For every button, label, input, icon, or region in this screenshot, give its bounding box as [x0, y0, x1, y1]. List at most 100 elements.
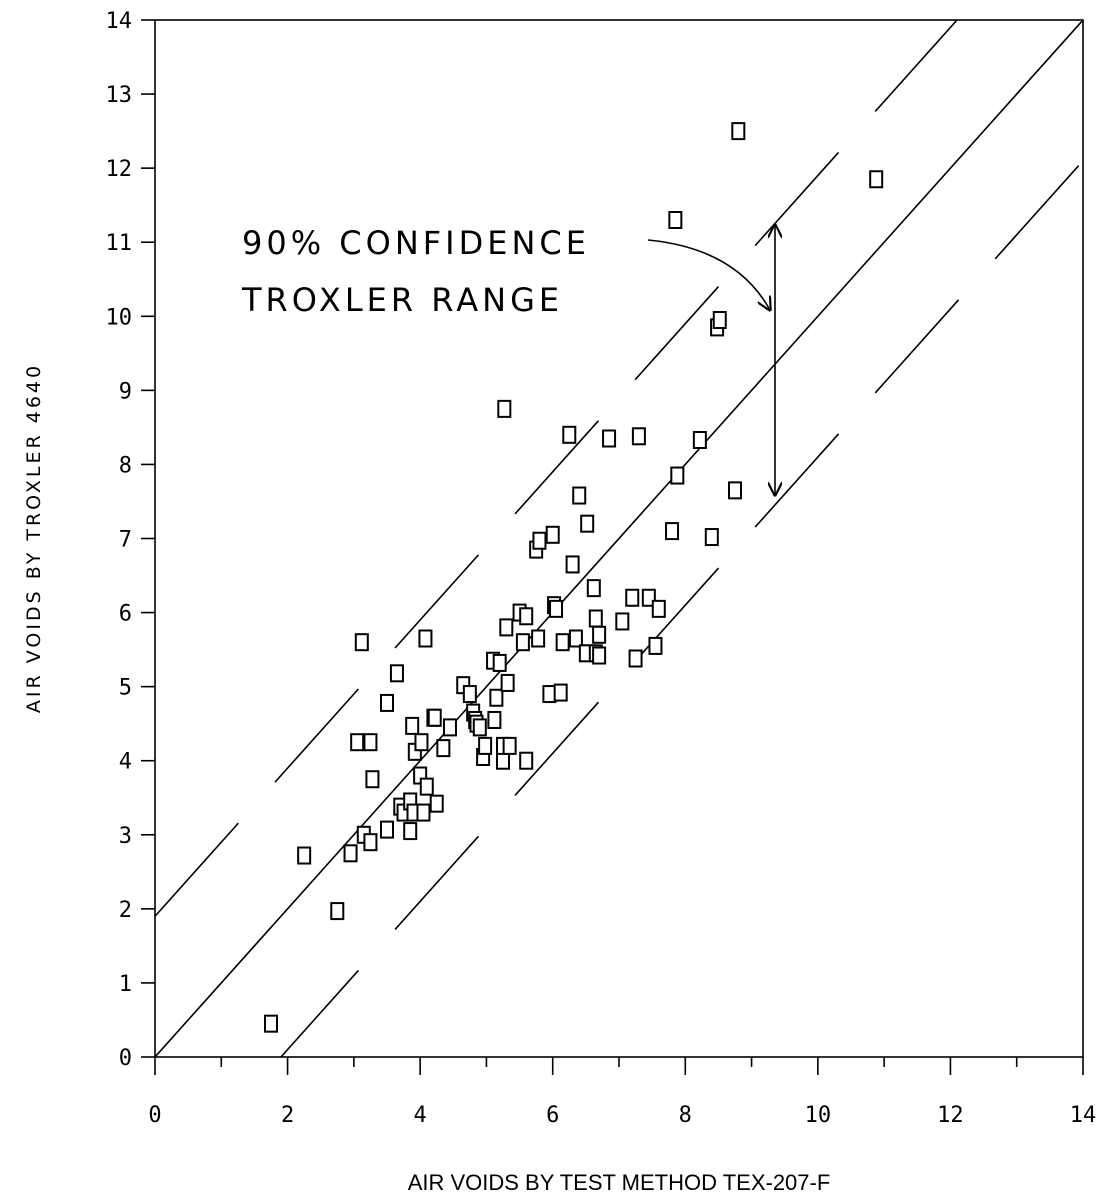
data-point [592, 625, 607, 644]
data-point [555, 633, 570, 652]
y-tick-label: 2 [119, 898, 132, 923]
data-point [416, 803, 431, 822]
y-tick-label: 3 [119, 824, 132, 849]
data-point [588, 609, 603, 628]
data-point [728, 481, 742, 500]
data-point [492, 653, 507, 672]
x-tick-label: 12 [937, 1103, 964, 1128]
x-tick-label: 10 [805, 1103, 832, 1128]
data-point [264, 1014, 278, 1033]
data-point [462, 685, 477, 704]
annotation-pointer-arrow [647, 239, 770, 310]
y-tick-label: 9 [119, 379, 132, 404]
reference-lines [155, 20, 1083, 1057]
data-point [487, 710, 502, 729]
data-point [553, 683, 568, 702]
x-tick-label: 4 [414, 1103, 427, 1128]
y-tick-label: 4 [119, 750, 132, 775]
x-tick-label: 0 [148, 1103, 161, 1128]
x-tick-label: 8 [679, 1103, 692, 1128]
axis-ticks [141, 19, 1084, 1075]
data-point [330, 902, 345, 921]
data-point [651, 599, 666, 618]
data-point [532, 531, 547, 550]
y-axis-title: AIR VOIDS BY TROXLER 4640 [23, 363, 45, 713]
data-point [354, 633, 369, 652]
data-point [545, 525, 560, 544]
y-tick-label: 0 [119, 1046, 132, 1071]
data-point [704, 528, 719, 547]
data-point [414, 733, 429, 752]
data-point [497, 399, 512, 418]
data-point [670, 466, 685, 485]
annotation-line-1: 90% CONFIDENCE [242, 224, 590, 262]
data-point [436, 739, 451, 758]
data-point [363, 733, 378, 752]
y-tick-label: 13 [106, 83, 133, 108]
y-tick-label: 11 [106, 231, 133, 256]
y-tick-label: 10 [106, 305, 133, 330]
y-tick-label: 12 [106, 157, 133, 182]
data-point [478, 736, 493, 755]
y-tick-label: 14 [106, 9, 133, 34]
data-point [580, 514, 595, 533]
data-point [389, 664, 404, 683]
data-point [615, 612, 630, 631]
y-tick-label: 1 [119, 972, 132, 997]
data-point [499, 618, 514, 637]
data-point [405, 716, 420, 735]
data-point [665, 522, 680, 541]
data-point [343, 844, 358, 863]
data-point [500, 673, 515, 692]
y-tick-label: 8 [119, 453, 132, 478]
data-point [418, 629, 433, 648]
data-point [648, 636, 663, 655]
data-point [731, 122, 746, 141]
data-points [264, 122, 884, 1033]
confidence-limit-line-2 [279, 160, 1083, 1057]
data-point [542, 685, 557, 704]
data-point [380, 693, 394, 712]
y-tick-label: 5 [119, 676, 132, 701]
data-point [568, 629, 583, 648]
data-point [489, 688, 504, 707]
y-tick-label: 7 [119, 528, 132, 553]
data-point [572, 486, 587, 505]
data-point [442, 718, 457, 737]
data-point [586, 579, 601, 598]
data-point [519, 607, 534, 626]
data-point [519, 751, 534, 770]
data-point [625, 588, 640, 607]
data-point [562, 425, 577, 444]
data-point [403, 822, 418, 841]
confidence-limit-line-1 [155, 20, 959, 917]
data-point [427, 708, 442, 727]
x-axis-title: AIR VOIDS BY TEST METHOD TEX-207-F [408, 1170, 831, 1195]
data-point [628, 649, 643, 668]
data-point [549, 599, 564, 618]
x-tick-label: 6 [546, 1103, 559, 1128]
data-point [350, 733, 365, 752]
y-tick-label: 6 [119, 602, 132, 627]
data-point [502, 736, 517, 755]
data-point [712, 310, 727, 329]
data-point [419, 777, 434, 796]
data-point [531, 629, 546, 648]
data-point [631, 427, 646, 446]
x-tick-label: 2 [281, 1103, 294, 1128]
data-point [363, 833, 378, 852]
equality-line [155, 20, 1083, 1057]
x-tick-label: 14 [1070, 1103, 1097, 1128]
data-point [692, 430, 707, 449]
data-point [365, 770, 380, 789]
data-point [429, 794, 444, 813]
data-point [565, 555, 580, 574]
data-point [380, 820, 394, 839]
data-point [297, 846, 312, 865]
data-point [602, 429, 617, 448]
data-point [496, 751, 510, 770]
data-point [592, 646, 607, 665]
data-point [668, 210, 683, 229]
